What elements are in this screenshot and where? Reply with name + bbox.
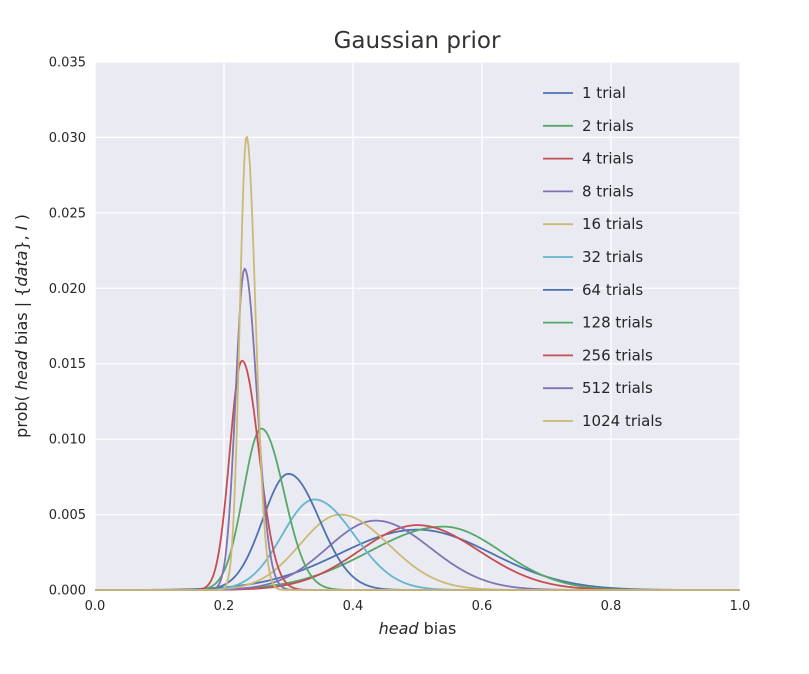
x-tick-label: 0.2 [214,599,235,614]
legend-label-1024-trials: 1024 trials [582,412,663,430]
y-axis-label: prob( head bias | {data}, I ) [12,214,31,438]
y-tick-label: 0.025 [49,206,86,221]
x-tick-label: 0.4 [343,599,364,614]
legend-label-16-trials: 16 trials [582,215,643,233]
legend-label-512-trials: 512 trials [582,379,653,397]
chart-title: Gaussian prior [334,28,501,54]
x-axis-label: head bias [379,619,457,638]
legend-label-32-trials: 32 trials [582,248,643,266]
x-tick-label: 0.0 [85,599,106,614]
y-tick-label: 0.035 [49,56,86,71]
y-tick-label: 0.005 [49,508,86,523]
x-tick-label: 0.6 [472,599,493,614]
legend-label-4-trials: 4 trials [582,150,634,168]
y-tick-label: 0.000 [49,584,86,599]
series-curve-1024-trials [95,136,740,591]
x-tick-label: 0.8 [601,599,622,614]
legend-label-8-trials: 8 trials [582,182,634,200]
y-tick-label: 0.020 [49,282,86,297]
legend-label-256-trials: 256 trials [582,346,653,364]
legend-label-64-trials: 64 trials [582,281,643,299]
legend-label-2-trials: 2 trials [582,117,634,135]
x-tick-label: 1.0 [730,599,751,614]
y-tick-label: 0.010 [49,433,86,448]
y-tick-label: 0.015 [49,357,86,372]
plot-background [95,62,740,590]
y-tick-label: 0.030 [49,131,86,146]
legend-label-1-trial: 1 trial [582,84,626,102]
legend-label-128-trials: 128 trials [582,314,653,332]
